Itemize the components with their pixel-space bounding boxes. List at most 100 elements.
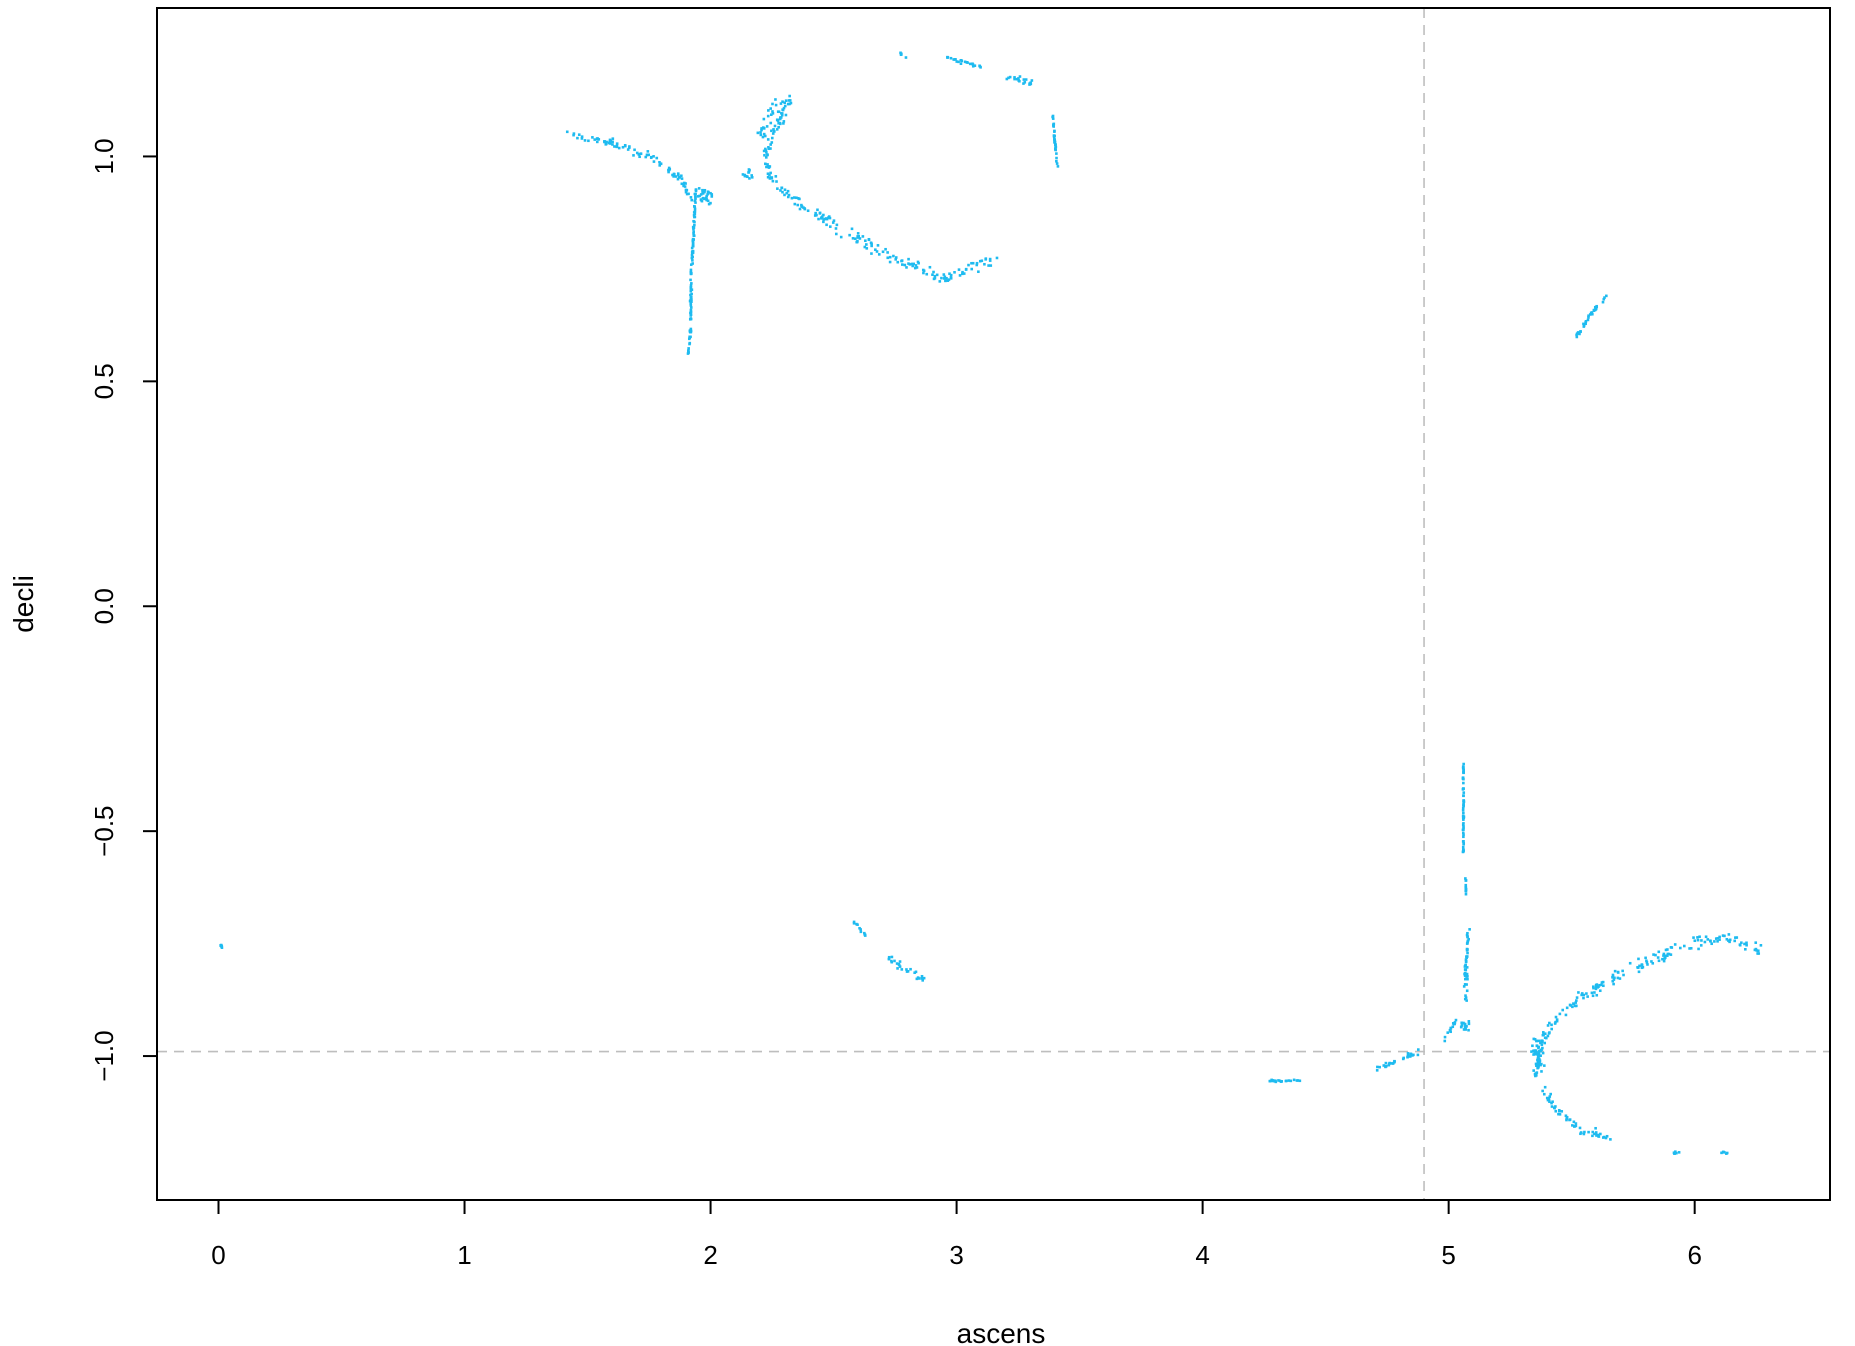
- data-point: [689, 268, 693, 272]
- data-point: [901, 263, 904, 266]
- data-point: [1674, 1150, 1677, 1153]
- data-point: [1466, 935, 1469, 939]
- data-point: [692, 234, 696, 237]
- data-point: [632, 154, 635, 157]
- data-point: [1579, 1131, 1583, 1134]
- data-point: [1591, 312, 1594, 316]
- data-point: [652, 155, 655, 158]
- data-point: [760, 127, 763, 130]
- data-point: [1611, 973, 1615, 977]
- data-point: [1605, 1134, 1609, 1138]
- y-tick-label: 0.0: [89, 588, 119, 624]
- data-point: [1592, 985, 1595, 989]
- data-point: [1449, 1029, 1452, 1032]
- data-point: [760, 128, 763, 132]
- data-point: [1464, 968, 1468, 972]
- data-point: [839, 235, 843, 239]
- data-point: [689, 310, 693, 314]
- data-point: [1755, 949, 1759, 952]
- data-point: [1466, 975, 1469, 978]
- x-tick-label: 1: [457, 1240, 471, 1270]
- data-point: [863, 933, 867, 937]
- data-point: [691, 244, 695, 248]
- data-points: [219, 51, 1763, 1155]
- data-point: [706, 190, 710, 194]
- data-point: [689, 313, 693, 316]
- data-point: [1464, 877, 1467, 880]
- data-point: [835, 223, 839, 227]
- data-point: [1463, 974, 1467, 978]
- data-point: [1449, 1030, 1452, 1034]
- data-point: [1053, 138, 1056, 142]
- data-point: [1652, 953, 1655, 956]
- data-point: [1586, 995, 1589, 998]
- data-point: [1612, 978, 1616, 981]
- data-point: [1543, 1041, 1547, 1045]
- data-point: [650, 155, 653, 159]
- data-point: [1412, 1053, 1415, 1057]
- data-point: [701, 188, 704, 192]
- data-point: [764, 162, 767, 166]
- data-point: [773, 130, 776, 133]
- data-point: [1462, 985, 1466, 988]
- data-point: [770, 129, 773, 133]
- data-point: [793, 196, 796, 199]
- data-point: [705, 194, 709, 198]
- data-point: [1464, 994, 1467, 997]
- plot-frame: [156, 7, 1831, 1201]
- data-point: [1018, 75, 1022, 78]
- data-point: [689, 293, 692, 297]
- data-point: [780, 111, 783, 115]
- data-point: [1593, 1132, 1596, 1136]
- data-point: [1023, 81, 1027, 84]
- data-point: [1443, 1039, 1447, 1043]
- data-point: [975, 263, 979, 267]
- data-point: [1593, 991, 1596, 994]
- data-point: [687, 337, 691, 341]
- data-point: [1007, 76, 1010, 80]
- data-point: [220, 944, 224, 948]
- data-point: [1462, 804, 1465, 808]
- data-point: [677, 173, 680, 177]
- data-point: [1595, 1134, 1598, 1137]
- data-point: [1462, 1021, 1465, 1025]
- data-point: [1053, 140, 1057, 144]
- data-point: [933, 274, 937, 278]
- data-point: [907, 257, 910, 261]
- data-point: [678, 175, 681, 179]
- data-point: [617, 146, 621, 150]
- data-point: [961, 270, 964, 274]
- data-point: [789, 101, 793, 105]
- data-point: [1594, 1131, 1598, 1134]
- data-point: [1542, 1031, 1545, 1034]
- data-point: [1054, 148, 1057, 151]
- data-point: [1464, 883, 1468, 887]
- data-point: [689, 335, 692, 339]
- data-point: [1449, 1027, 1453, 1030]
- reference-lines: [157, 8, 1830, 1200]
- data-point: [785, 191, 789, 195]
- data-point: [1586, 318, 1590, 322]
- data-point: [1052, 134, 1056, 137]
- data-point: [693, 220, 696, 224]
- data-point: [770, 176, 773, 180]
- data-point: [987, 264, 990, 267]
- data-point: [779, 116, 783, 119]
- data-point: [1013, 76, 1016, 79]
- data-point: [1055, 162, 1059, 165]
- data-point: [693, 212, 697, 216]
- data-point: [1464, 1028, 1468, 1031]
- data-point: [890, 955, 894, 959]
- data-point: [874, 248, 877, 251]
- data-point: [768, 176, 772, 180]
- data-point: [688, 299, 692, 303]
- data-point: [1616, 976, 1620, 980]
- data-point: [1054, 143, 1057, 147]
- data-point: [1465, 1025, 1468, 1028]
- data-point: [1547, 1032, 1551, 1035]
- data-point: [1056, 165, 1060, 168]
- data-point: [1015, 77, 1019, 81]
- data-point: [1464, 977, 1467, 981]
- data-point: [1664, 954, 1667, 958]
- data-point: [1688, 947, 1691, 950]
